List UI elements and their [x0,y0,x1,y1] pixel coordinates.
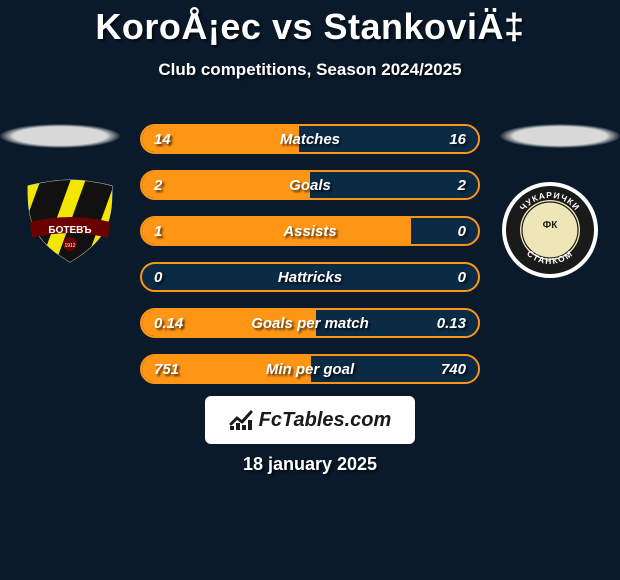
player-avatar-placeholder-right [500,124,620,148]
stat-value-left: 0.14 [154,315,183,332]
stat-value-right: 0 [458,269,466,286]
stat-row: 0.14Goals per match0.13 [140,308,480,338]
stat-label: Min per goal [179,361,441,378]
stat-label: Goals [162,177,457,194]
fctables-link[interactable]: FcTables.com [205,396,415,444]
subtitle: Club competitions, Season 2024/2025 [0,60,620,80]
club-badge-left: БОТЕВЪ 1912 [20,178,120,264]
stat-value-left: 2 [154,177,162,194]
stat-label: Goals per match [183,315,437,332]
stat-value-right: 16 [449,131,466,148]
stat-value-left: 751 [154,361,179,378]
svg-text:1912: 1912 [64,243,75,249]
stat-value-left: 0 [154,269,162,286]
fctables-logo-text: FcTables.com [259,409,392,432]
stat-label: Assists [162,223,457,240]
player-avatar-placeholder-left [0,124,120,148]
stat-value-right: 740 [441,361,466,378]
stat-row: 14Matches16 [140,124,480,154]
stat-label: Hattricks [162,269,457,286]
stat-value-left: 1 [154,223,162,240]
fctables-logo-icon [229,410,253,430]
club-left-banner-text: БОТЕВЪ [48,225,91,236]
stat-value-right: 0.13 [437,315,466,332]
stat-value-left: 14 [154,131,171,148]
svg-text:ФК: ФК [543,220,559,231]
club-badge-right: ФК ЧУКАРИЧКИ СТАНКОМ [500,180,600,266]
stat-label: Matches [171,131,450,148]
stat-row: 0Hattricks0 [140,262,480,292]
stat-row: 751Min per goal740 [140,354,480,384]
stat-row: 1Assists0 [140,216,480,246]
page-title: KoroÅ¡ec vs StankoviÄ‡ [0,0,620,48]
stat-row: 2Goals2 [140,170,480,200]
stat-value-right: 0 [458,223,466,240]
date-text: 18 january 2025 [0,454,620,475]
stat-value-right: 2 [458,177,466,194]
stats-container: 14Matches162Goals21Assists00Hattricks00.… [140,124,480,400]
